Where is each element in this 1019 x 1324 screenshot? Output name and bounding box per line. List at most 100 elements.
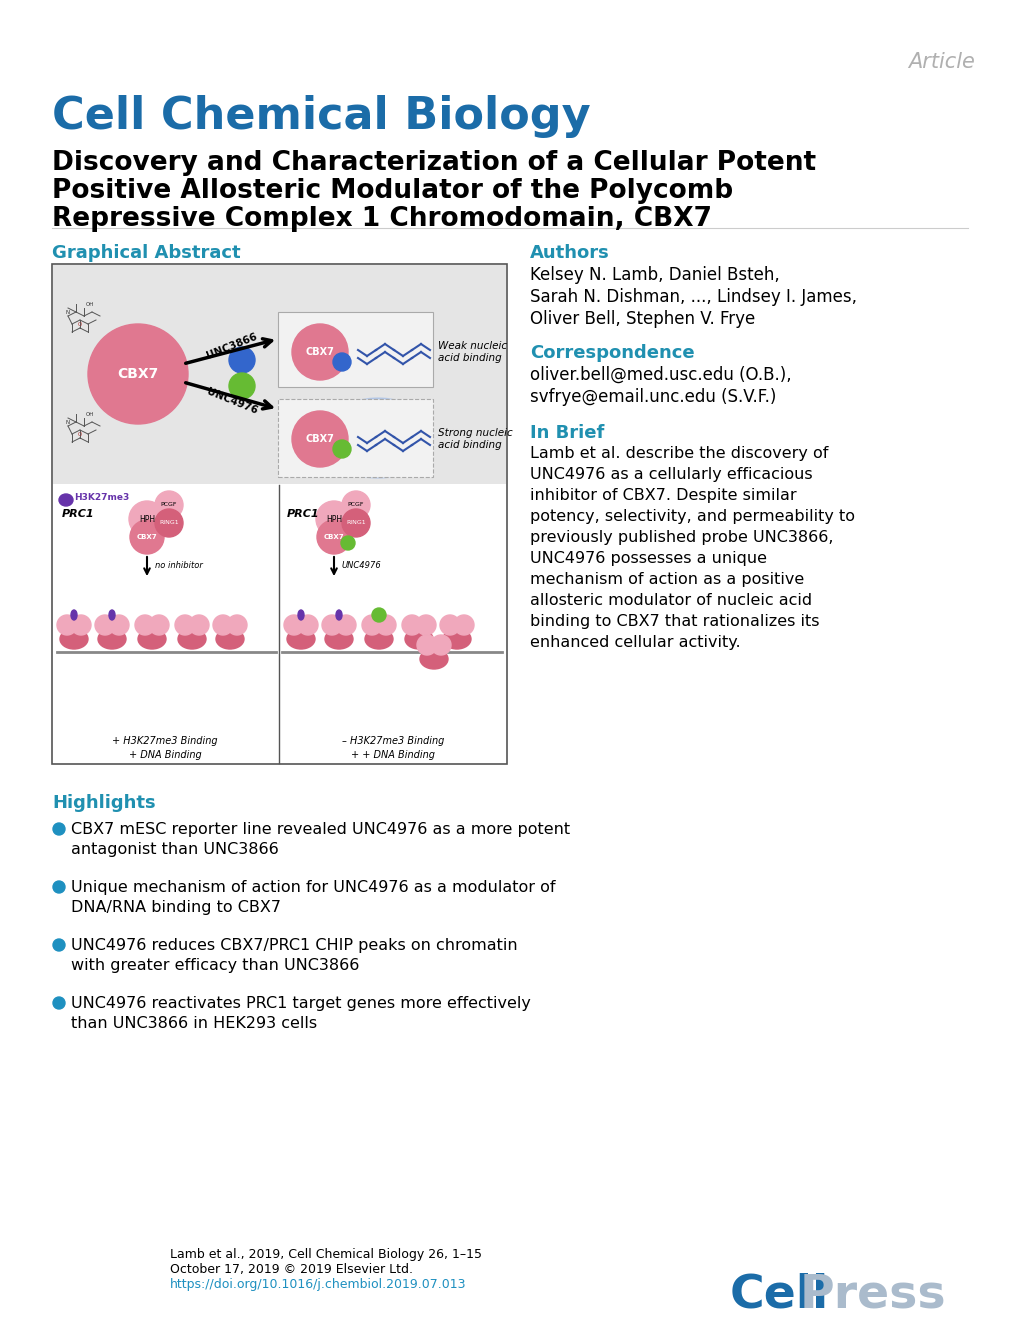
Ellipse shape [109,610,115,620]
Circle shape [341,508,370,538]
Text: mechanism of action as a positive: mechanism of action as a positive [530,572,803,587]
Ellipse shape [286,629,315,649]
Text: UNC4976 reactivates PRC1 target genes more effectively: UNC4976 reactivates PRC1 target genes mo… [71,996,530,1012]
Text: Kelsey N. Lamb, Daniel Bsteh,: Kelsey N. Lamb, Daniel Bsteh, [530,266,779,285]
Circle shape [298,616,318,636]
Text: PRC1: PRC1 [62,508,95,519]
Circle shape [341,491,370,519]
Text: CBX7: CBX7 [323,534,344,540]
Text: UNC4976: UNC4976 [341,561,381,571]
Text: Highlights: Highlights [52,794,156,812]
Text: Oliver Bell, Stephen V. Frye: Oliver Bell, Stephen V. Frye [530,310,754,328]
Text: HPH: HPH [139,515,155,523]
FancyBboxPatch shape [278,312,433,387]
FancyBboxPatch shape [53,265,505,485]
Text: October 17, 2019 © 2019 Elsevier Ltd.: October 17, 2019 © 2019 Elsevier Ltd. [170,1263,413,1276]
Text: CBX7: CBX7 [306,347,334,357]
Text: In Brief: In Brief [530,424,604,442]
Circle shape [53,939,65,951]
Circle shape [335,616,356,636]
FancyBboxPatch shape [278,399,433,477]
Circle shape [416,616,435,636]
Text: Lamb et al. describe the discovery of: Lamb et al. describe the discovery of [530,446,827,461]
Text: svfrye@email.unc.edu (S.V.F.): svfrye@email.unc.edu (S.V.F.) [530,388,775,406]
Circle shape [376,616,395,636]
Circle shape [316,500,352,538]
Circle shape [362,616,382,636]
Text: + DNA Binding: + DNA Binding [128,749,201,760]
Text: binding to CBX7 that rationalizes its: binding to CBX7 that rationalizes its [530,614,818,629]
Circle shape [332,440,351,458]
Text: UNC4976 as a cellularly efficacious: UNC4976 as a cellularly efficacious [530,467,812,482]
Ellipse shape [365,629,392,649]
Text: Weak nucleic
acid binding: Weak nucleic acid binding [437,342,506,363]
Ellipse shape [325,629,353,649]
Text: N: N [66,310,70,315]
Circle shape [229,347,255,373]
Circle shape [322,616,341,636]
Text: RING1: RING1 [159,520,178,526]
Circle shape [283,616,304,636]
Text: CBX7: CBX7 [117,367,159,381]
Circle shape [155,491,182,519]
Text: Unique mechanism of action for UNC4976 as a modulator of: Unique mechanism of action for UNC4976 a… [71,880,555,895]
Ellipse shape [60,629,88,649]
Circle shape [291,324,347,380]
Text: than UNC3866 in HEK293 cells: than UNC3866 in HEK293 cells [71,1016,317,1031]
Ellipse shape [420,649,447,669]
Text: UNC4976 reduces CBX7/PRC1 CHIP peaks on chromatin: UNC4976 reduces CBX7/PRC1 CHIP peaks on … [71,937,517,953]
Circle shape [229,373,255,399]
Text: Cell: Cell [730,1272,828,1317]
Ellipse shape [298,610,304,620]
Text: DNA/RNA binding to CBX7: DNA/RNA binding to CBX7 [71,900,280,915]
Text: OH: OH [86,302,95,307]
Circle shape [135,616,155,636]
Circle shape [439,616,460,636]
Text: Article: Article [907,52,974,71]
Circle shape [213,616,232,636]
Circle shape [109,616,128,636]
Text: Graphical Abstract: Graphical Abstract [52,244,240,262]
Circle shape [149,616,169,636]
Text: CBX7: CBX7 [306,434,334,444]
Text: Discovery and Characterization of a Cellular Potent: Discovery and Characterization of a Cell… [52,150,815,176]
Text: PCGF: PCGF [347,503,364,507]
Text: Press: Press [799,1272,946,1317]
Text: PRC1: PRC1 [286,508,319,519]
Ellipse shape [335,610,341,620]
Circle shape [88,324,187,424]
Circle shape [95,616,115,636]
Text: Authors: Authors [530,244,609,262]
Text: HPH: HPH [326,515,341,523]
Text: UNC3866: UNC3866 [205,331,259,360]
Ellipse shape [405,629,433,649]
Circle shape [401,616,422,636]
Text: potency, selectivity, and permeability to: potency, selectivity, and permeability t… [530,508,854,524]
Circle shape [317,520,351,553]
Text: previously published probe UNC3866,: previously published probe UNC3866, [530,530,833,545]
Text: UNC4976 possesses a unique: UNC4976 possesses a unique [530,551,766,565]
Circle shape [129,520,164,553]
Text: oliver.bell@med.usc.edu (O.B.),: oliver.bell@med.usc.edu (O.B.), [530,365,791,384]
Text: Correspondence: Correspondence [530,344,694,361]
Ellipse shape [98,629,126,649]
Text: H3K27me3: H3K27me3 [74,494,129,503]
Text: Cell Chemical Biology: Cell Chemical Biology [52,95,590,138]
Text: Sarah N. Dishman, ..., Lindsey I. James,: Sarah N. Dishman, ..., Lindsey I. James, [530,289,856,306]
Circle shape [189,616,209,636]
Ellipse shape [178,629,206,649]
Circle shape [340,536,355,549]
Text: O: O [77,322,83,327]
Text: no inhibitor: no inhibitor [155,561,203,571]
Circle shape [155,508,182,538]
Text: Repressive Complex 1 Chromodomain, CBX7: Repressive Complex 1 Chromodomain, CBX7 [52,207,711,232]
Text: RING1: RING1 [345,520,366,526]
Text: https://doi.org/10.1016/j.chembiol.2019.07.013: https://doi.org/10.1016/j.chembiol.2019.… [170,1278,466,1291]
FancyBboxPatch shape [52,263,506,764]
Text: + + DNA Binding: + + DNA Binding [351,749,434,760]
Text: inhibitor of CBX7. Despite similar: inhibitor of CBX7. Despite similar [530,489,796,503]
Circle shape [291,410,347,467]
Text: allosteric modulator of nucleic acid: allosteric modulator of nucleic acid [530,593,811,608]
Text: antagonist than UNC3866: antagonist than UNC3866 [71,842,278,857]
Ellipse shape [59,494,73,506]
